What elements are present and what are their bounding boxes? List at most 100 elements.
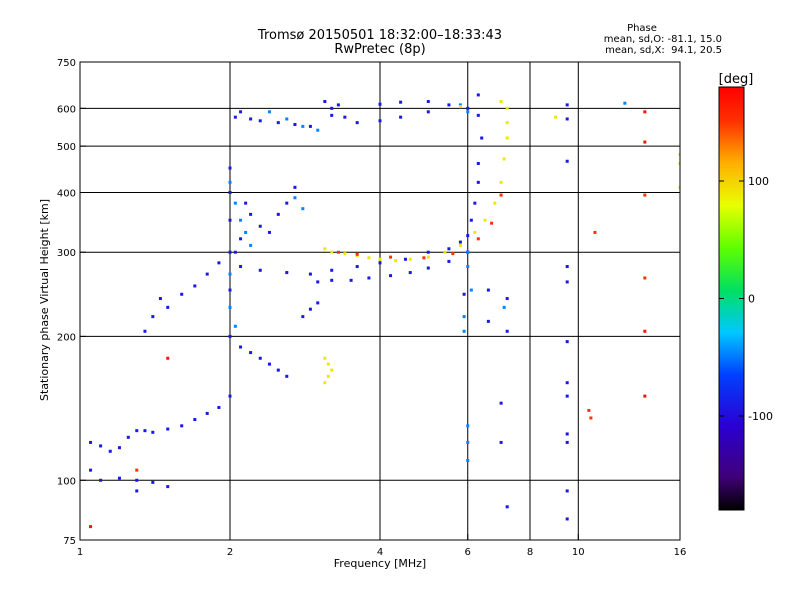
- echo-point: [462, 292, 466, 296]
- echo-point: [117, 476, 121, 480]
- echo-point: [228, 305, 232, 309]
- echo-point: [426, 110, 430, 114]
- echo-point: [378, 261, 382, 265]
- echo-point: [166, 485, 170, 489]
- echo-point: [505, 136, 509, 140]
- echo-point: [326, 374, 330, 378]
- y-tick-label: 100: [57, 476, 76, 487]
- echo-point: [490, 221, 494, 225]
- echo-point: [499, 440, 503, 444]
- chart-title: Tromsø 20150501 18:32:00–18:33:43: [257, 28, 502, 43]
- echo-point: [408, 257, 412, 261]
- echo-point: [151, 430, 155, 434]
- y-tick-label: 75: [63, 536, 76, 547]
- echo-point: [447, 247, 451, 251]
- echo-point: [239, 265, 243, 269]
- echo-point: [135, 478, 139, 482]
- echo-point: [228, 334, 232, 338]
- echo-point: [276, 121, 280, 125]
- echo-point: [458, 103, 462, 107]
- echo-point: [108, 449, 112, 453]
- echo-point: [426, 250, 430, 254]
- colorbar-tick-label: -100: [748, 410, 773, 423]
- echo-point: [217, 261, 221, 265]
- echo-point: [466, 424, 470, 428]
- echo-point: [249, 117, 253, 121]
- colorbar-tick-label: 100: [748, 175, 769, 188]
- echo-point: [476, 93, 480, 97]
- echo-point: [499, 193, 503, 197]
- echo-point: [565, 340, 569, 344]
- echo-point: [285, 271, 289, 275]
- echo-point: [505, 505, 509, 509]
- echo-point: [301, 315, 305, 319]
- echo-point: [330, 278, 334, 282]
- echo-point: [466, 110, 470, 114]
- gridlines: [80, 62, 680, 540]
- chart-subtitle: RwPretec (8p): [334, 42, 425, 57]
- echo-point: [323, 100, 327, 104]
- echo-point: [422, 256, 426, 260]
- echo-point: [249, 212, 253, 216]
- echo-point: [643, 110, 647, 114]
- echo-point: [476, 237, 480, 241]
- echo-point: [301, 124, 305, 128]
- echo-point: [447, 103, 451, 107]
- echo-point: [678, 161, 680, 165]
- echo-point: [493, 201, 497, 205]
- echo-point: [233, 115, 237, 119]
- x-tick-label: 1: [77, 547, 83, 558]
- echo-point: [565, 394, 569, 398]
- echo-point: [135, 468, 139, 472]
- echo-point: [447, 259, 451, 263]
- echo-point: [593, 230, 597, 234]
- echo-point: [285, 201, 289, 205]
- echo-point: [502, 305, 506, 309]
- echo-point: [565, 432, 569, 436]
- echo-point: [476, 180, 480, 184]
- x-tick-label: 16: [674, 547, 687, 558]
- echo-point: [565, 440, 569, 444]
- echo-point: [355, 121, 359, 125]
- echo-point: [316, 301, 320, 305]
- echo-point: [505, 297, 509, 301]
- echo-point: [589, 416, 593, 420]
- echo-point: [643, 276, 647, 280]
- echo-point: [502, 157, 506, 161]
- phase-stats-line-x: mean, sd,X: 94.1, 20.5: [605, 45, 722, 56]
- echo-point: [228, 166, 232, 170]
- y-tick-label: 200: [57, 332, 76, 343]
- echo-point: [244, 230, 248, 234]
- echo-point: [483, 218, 487, 222]
- echo-point: [623, 101, 627, 105]
- echo-point: [389, 274, 393, 278]
- echo-point: [336, 103, 340, 107]
- x-tick-label: 6: [465, 547, 471, 558]
- echo-point: [466, 440, 470, 444]
- echo-point: [205, 272, 209, 276]
- echo-point: [565, 159, 569, 163]
- echo-point: [135, 429, 139, 433]
- echo-point: [126, 435, 130, 439]
- echo-point: [399, 100, 403, 104]
- echo-point: [180, 424, 184, 428]
- echo-point: [99, 444, 103, 448]
- echo-point: [89, 525, 93, 529]
- echo-point: [228, 190, 232, 194]
- x-axis: 1 2 4 6 8 10 16: [77, 534, 687, 558]
- echo-point: [228, 288, 232, 292]
- echo-point: [343, 115, 347, 119]
- echo-point: [276, 368, 280, 372]
- echo-point: [458, 240, 462, 244]
- echo-point: [565, 489, 569, 493]
- echo-point: [565, 265, 569, 269]
- echo-point: [293, 123, 297, 127]
- x-tick-label: 4: [377, 547, 383, 558]
- y-tick-label: 600: [57, 104, 76, 115]
- y-tick-label: 750: [57, 58, 76, 69]
- echo-point: [330, 106, 334, 110]
- echo-point: [267, 230, 271, 234]
- echo-point: [486, 319, 490, 323]
- y-tick-label: 500: [57, 142, 76, 153]
